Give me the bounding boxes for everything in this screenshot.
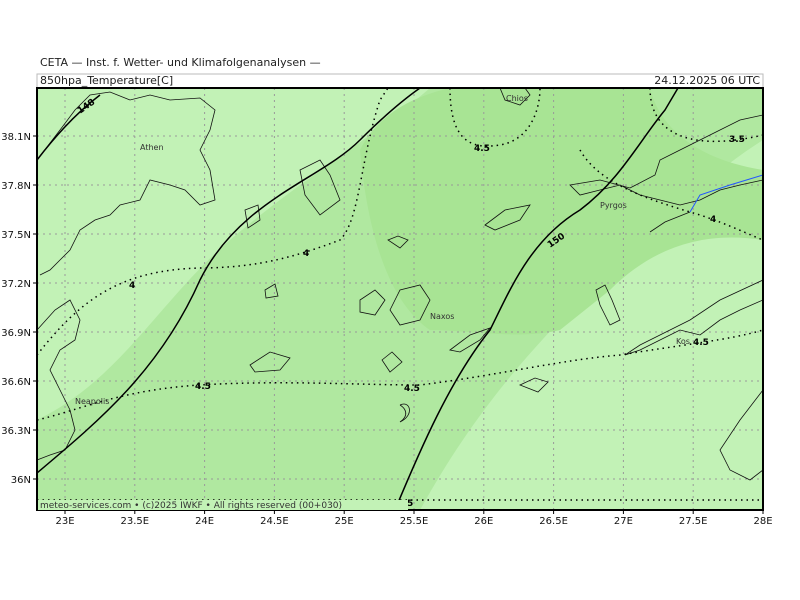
y-tick-label: 38.1N	[1, 132, 31, 143]
map-area: Athen Chios Pyrgos Naxos Kos Neapolis 14…	[36, 87, 764, 511]
island	[449, 327, 492, 353]
place-name: Neapolis	[75, 397, 109, 406]
isotherm	[36, 87, 421, 474]
x-tick-label: 25.5E	[400, 516, 429, 527]
x-tick-label: 23.5E	[121, 516, 150, 527]
y-tick-label: 36.6N	[1, 377, 31, 388]
place-name: Athen	[140, 143, 164, 152]
island	[249, 351, 291, 373]
y-tick-label: 37.8N	[1, 181, 31, 192]
footer-credit: meteo-services.com • (c)2025 IWKF • All …	[40, 501, 342, 511]
island	[244, 204, 261, 229]
island	[595, 284, 621, 326]
coastline	[624, 279, 764, 356]
island	[387, 235, 409, 249]
place-name: Chios	[506, 94, 528, 103]
x-tick-label: 23E	[55, 516, 74, 527]
isotherm	[579, 149, 764, 241]
isotherm	[394, 87, 679, 511]
contour-label: 4.5	[404, 384, 420, 394]
contour-label: 4	[303, 249, 309, 259]
island	[518, 377, 549, 393]
x-tick-label: 25E	[335, 516, 354, 527]
x-tick-label: 27E	[614, 516, 633, 527]
y-tick-label: 36.9N	[1, 328, 31, 339]
header-agency: CETA — Inst. f. Wetter- und Klimafolgena…	[40, 56, 321, 69]
contour-label: 3.5	[729, 135, 745, 145]
river	[649, 211, 691, 233]
y-tick-label: 36.3N	[1, 426, 31, 437]
place-name: Naxos	[430, 312, 454, 321]
isotherm	[36, 87, 389, 356]
place-name: Pyrgos	[600, 201, 627, 210]
coastline	[36, 91, 216, 276]
x-tick-label: 26E	[474, 516, 493, 527]
island	[484, 204, 531, 231]
y-tick-label: 37.2N	[1, 279, 31, 290]
coastline	[719, 389, 764, 481]
island	[499, 87, 531, 106]
y-tick-label: 36N	[11, 475, 31, 486]
x-tick-label: 27.5E	[679, 516, 708, 527]
contour-label: 4.5	[693, 338, 709, 348]
island	[389, 284, 431, 326]
isotherm	[36, 329, 764, 421]
contour-label: 4	[129, 281, 135, 291]
x-tick-label: 24.5E	[260, 516, 289, 527]
island	[299, 159, 341, 216]
place-name: Kos	[676, 337, 690, 346]
header-parameter: 850hpa_Temperature[C]	[40, 74, 173, 87]
warmer-zone	[360, 88, 763, 335]
x-tick-label: 28E	[753, 516, 772, 527]
isotherm	[36, 94, 101, 161]
island	[381, 351, 403, 373]
island	[399, 403, 410, 423]
contour-label: 5	[407, 499, 413, 509]
island	[359, 289, 386, 316]
x-tick-label: 24E	[195, 516, 214, 527]
contour-label: 4.5	[474, 144, 490, 154]
y-tick-label: 37.5N	[1, 230, 31, 241]
contour-label: 4.5	[195, 382, 211, 392]
river	[689, 174, 764, 213]
header-datetime: 24.12.2025 06 UTC	[654, 74, 760, 87]
island	[264, 283, 279, 299]
contour-label: 4	[710, 215, 716, 225]
x-tick-label: 26.5E	[539, 516, 568, 527]
footer-bg	[38, 500, 408, 510]
